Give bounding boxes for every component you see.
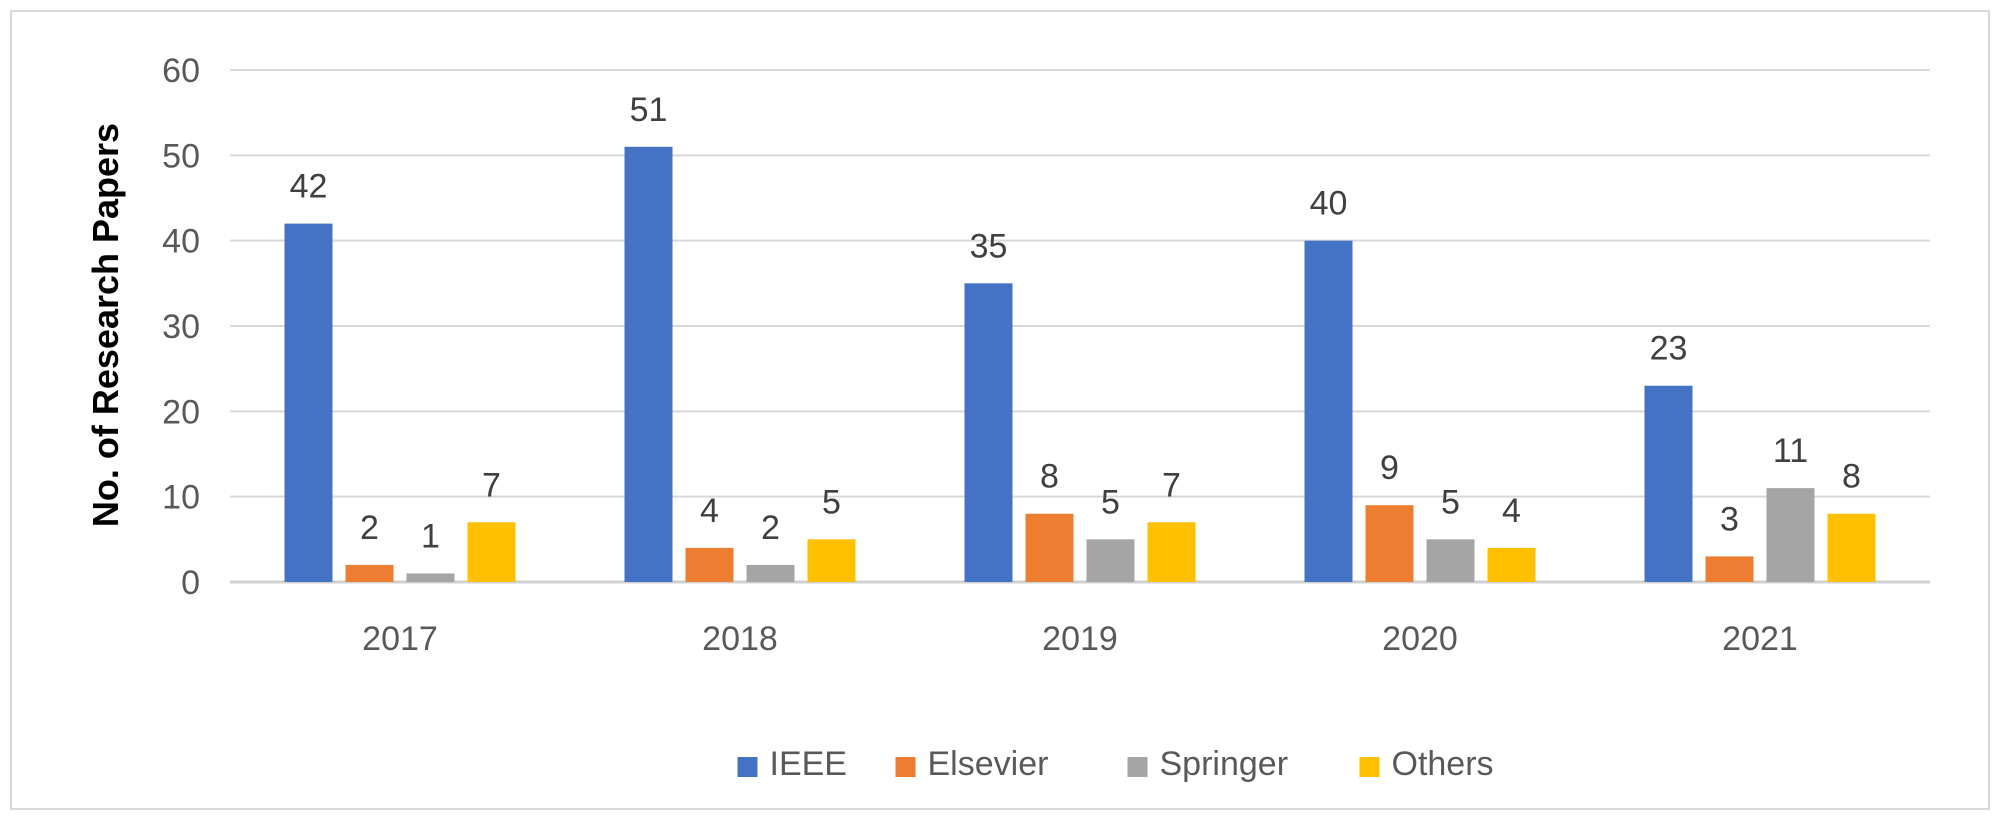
data-label: 7 — [1162, 466, 1181, 504]
data-label: 5 — [1441, 483, 1460, 521]
data-label: 5 — [822, 483, 841, 521]
bar-ieee-2021 — [1644, 385, 1693, 582]
data-label: 42 — [290, 168, 328, 206]
bar-springer-2019 — [1086, 539, 1135, 582]
data-label: 4 — [1502, 492, 1521, 530]
y-axis-ticks: 0 10 20 30 40 50 60 — [162, 52, 200, 602]
x-axis-ticks: 2017 2018 2019 2020 2021 — [362, 620, 1798, 658]
data-label: 51 — [630, 91, 668, 129]
bar-elsevier-2017 — [345, 564, 394, 582]
x-tick-label: 2019 — [1042, 620, 1118, 658]
bar-springer-2021 — [1766, 488, 1815, 582]
legend-item-springer: Springer — [1127, 745, 1289, 783]
data-label: 3 — [1720, 500, 1739, 538]
y-tick-label: 0 — [181, 564, 200, 602]
data-label: 8 — [1842, 458, 1861, 496]
y-tick-label: 40 — [162, 223, 200, 261]
data-label: 40 — [1310, 185, 1348, 223]
bar-springer-2018 — [746, 564, 795, 582]
bar-springer-2017 — [406, 573, 455, 582]
x-tick-label: 2021 — [1722, 620, 1798, 658]
data-label: 8 — [1040, 458, 1059, 496]
legend-swatch — [895, 757, 916, 777]
legend-label: Others — [1392, 745, 1494, 783]
bar-others-2017 — [467, 522, 516, 582]
y-tick-label: 60 — [162, 52, 200, 90]
chart-frame — [10, 10, 1990, 810]
data-label: 1 — [421, 517, 440, 555]
legend-swatch — [1359, 757, 1380, 777]
data-label: 7 — [482, 466, 501, 504]
legend-swatch — [1127, 757, 1148, 777]
bar-others-2018 — [807, 539, 856, 582]
data-label: 23 — [1650, 330, 1688, 368]
bar-elsevier-2018 — [685, 547, 734, 582]
bar-elsevier-2020 — [1365, 505, 1414, 582]
legend-item-ieee: IEEE — [737, 745, 847, 783]
y-axis-label: No. of Research Papers — [85, 123, 126, 527]
data-label: 35 — [970, 227, 1008, 265]
legend-label: IEEE — [770, 745, 847, 783]
legend-label: Elsevier — [928, 745, 1049, 783]
legend-item-others: Others — [1359, 745, 1494, 783]
x-tick-label: 2018 — [702, 620, 778, 658]
bar-ieee-2020 — [1304, 240, 1353, 582]
bar-others-2021 — [1827, 513, 1876, 582]
bar-ieee-2019 — [964, 283, 1013, 582]
bar-springer-2020 — [1426, 539, 1475, 582]
y-tick-label: 30 — [162, 308, 200, 346]
y-tick-label: 10 — [162, 479, 200, 517]
y-tick-label: 20 — [162, 393, 200, 431]
legend-item-elsevier: Elsevier — [895, 745, 1049, 783]
x-tick-label: 2020 — [1382, 620, 1458, 658]
bars — [284, 146, 1876, 583]
data-label: 2 — [360, 509, 379, 547]
legend-swatch — [737, 757, 758, 777]
x-tick-label: 2017 — [362, 620, 438, 658]
bar-others-2019 — [1147, 522, 1196, 582]
bar-elsevier-2021 — [1705, 556, 1754, 582]
y-tick-label: 50 — [162, 137, 200, 175]
bar-others-2020 — [1487, 547, 1536, 582]
bar-elsevier-2019 — [1025, 513, 1074, 582]
bar-ieee-2017 — [284, 223, 333, 582]
legend: IEEE Elsevier Springer Others — [737, 745, 1494, 783]
data-label: 9 — [1380, 449, 1399, 487]
data-label: 4 — [700, 492, 719, 530]
data-label: 2 — [761, 509, 780, 547]
bar-ieee-2018 — [624, 146, 673, 583]
legend-label: Springer — [1160, 745, 1289, 783]
data-label: 11 — [1773, 432, 1808, 470]
data-label: 5 — [1101, 483, 1120, 521]
